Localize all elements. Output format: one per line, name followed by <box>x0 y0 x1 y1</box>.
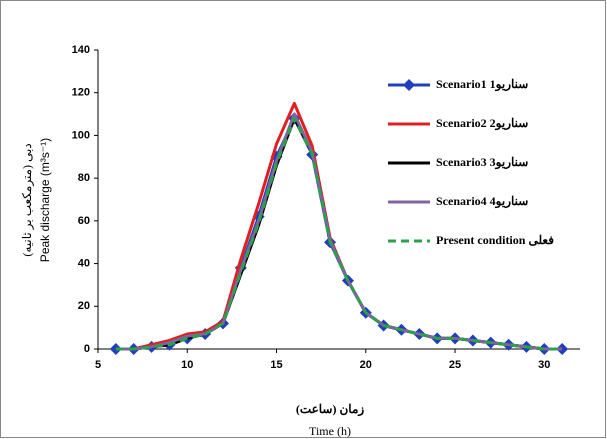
x-tick-label: 25 <box>449 359 461 371</box>
y-tick-label: 100 <box>72 129 90 141</box>
x-tick-label: 30 <box>538 359 550 371</box>
x-tick-label: 10 <box>181 359 193 371</box>
y-axis-label-fa: دبی (مترمکعب بر ثانیه) <box>20 143 34 256</box>
x-axis-label-en: Time (h) <box>309 424 351 438</box>
y-tick-label: 0 <box>84 343 90 355</box>
x-tick-label: 15 <box>270 359 282 371</box>
x-tick-label: 5 <box>95 359 101 371</box>
y-tick-label: 20 <box>78 300 90 312</box>
y-tick-label: 120 <box>72 87 90 99</box>
y-tick-label: 140 <box>72 44 90 56</box>
legend-marker <box>403 79 415 91</box>
x-tick-label: 20 <box>360 359 372 371</box>
series-line <box>115 116 563 351</box>
legend-label: Scenario4 سناريو4 <box>436 194 528 209</box>
y-tick-label: 40 <box>78 257 90 269</box>
legend-label: Scenario1 سناريو1 <box>436 77 528 92</box>
y-tick-label: 60 <box>78 215 90 227</box>
y-axis-label: Peak discharge (m³s⁻¹) <box>38 138 52 262</box>
legend-label: Scenario3 سناريو3 <box>436 155 528 170</box>
legend-label: Scenario2 سناريو2 <box>436 116 528 131</box>
y-tick-label: 80 <box>78 172 90 184</box>
legend-label: Present condition فعلی <box>436 233 554 247</box>
x-axis-label: زمان (ساعت) <box>296 402 365 417</box>
